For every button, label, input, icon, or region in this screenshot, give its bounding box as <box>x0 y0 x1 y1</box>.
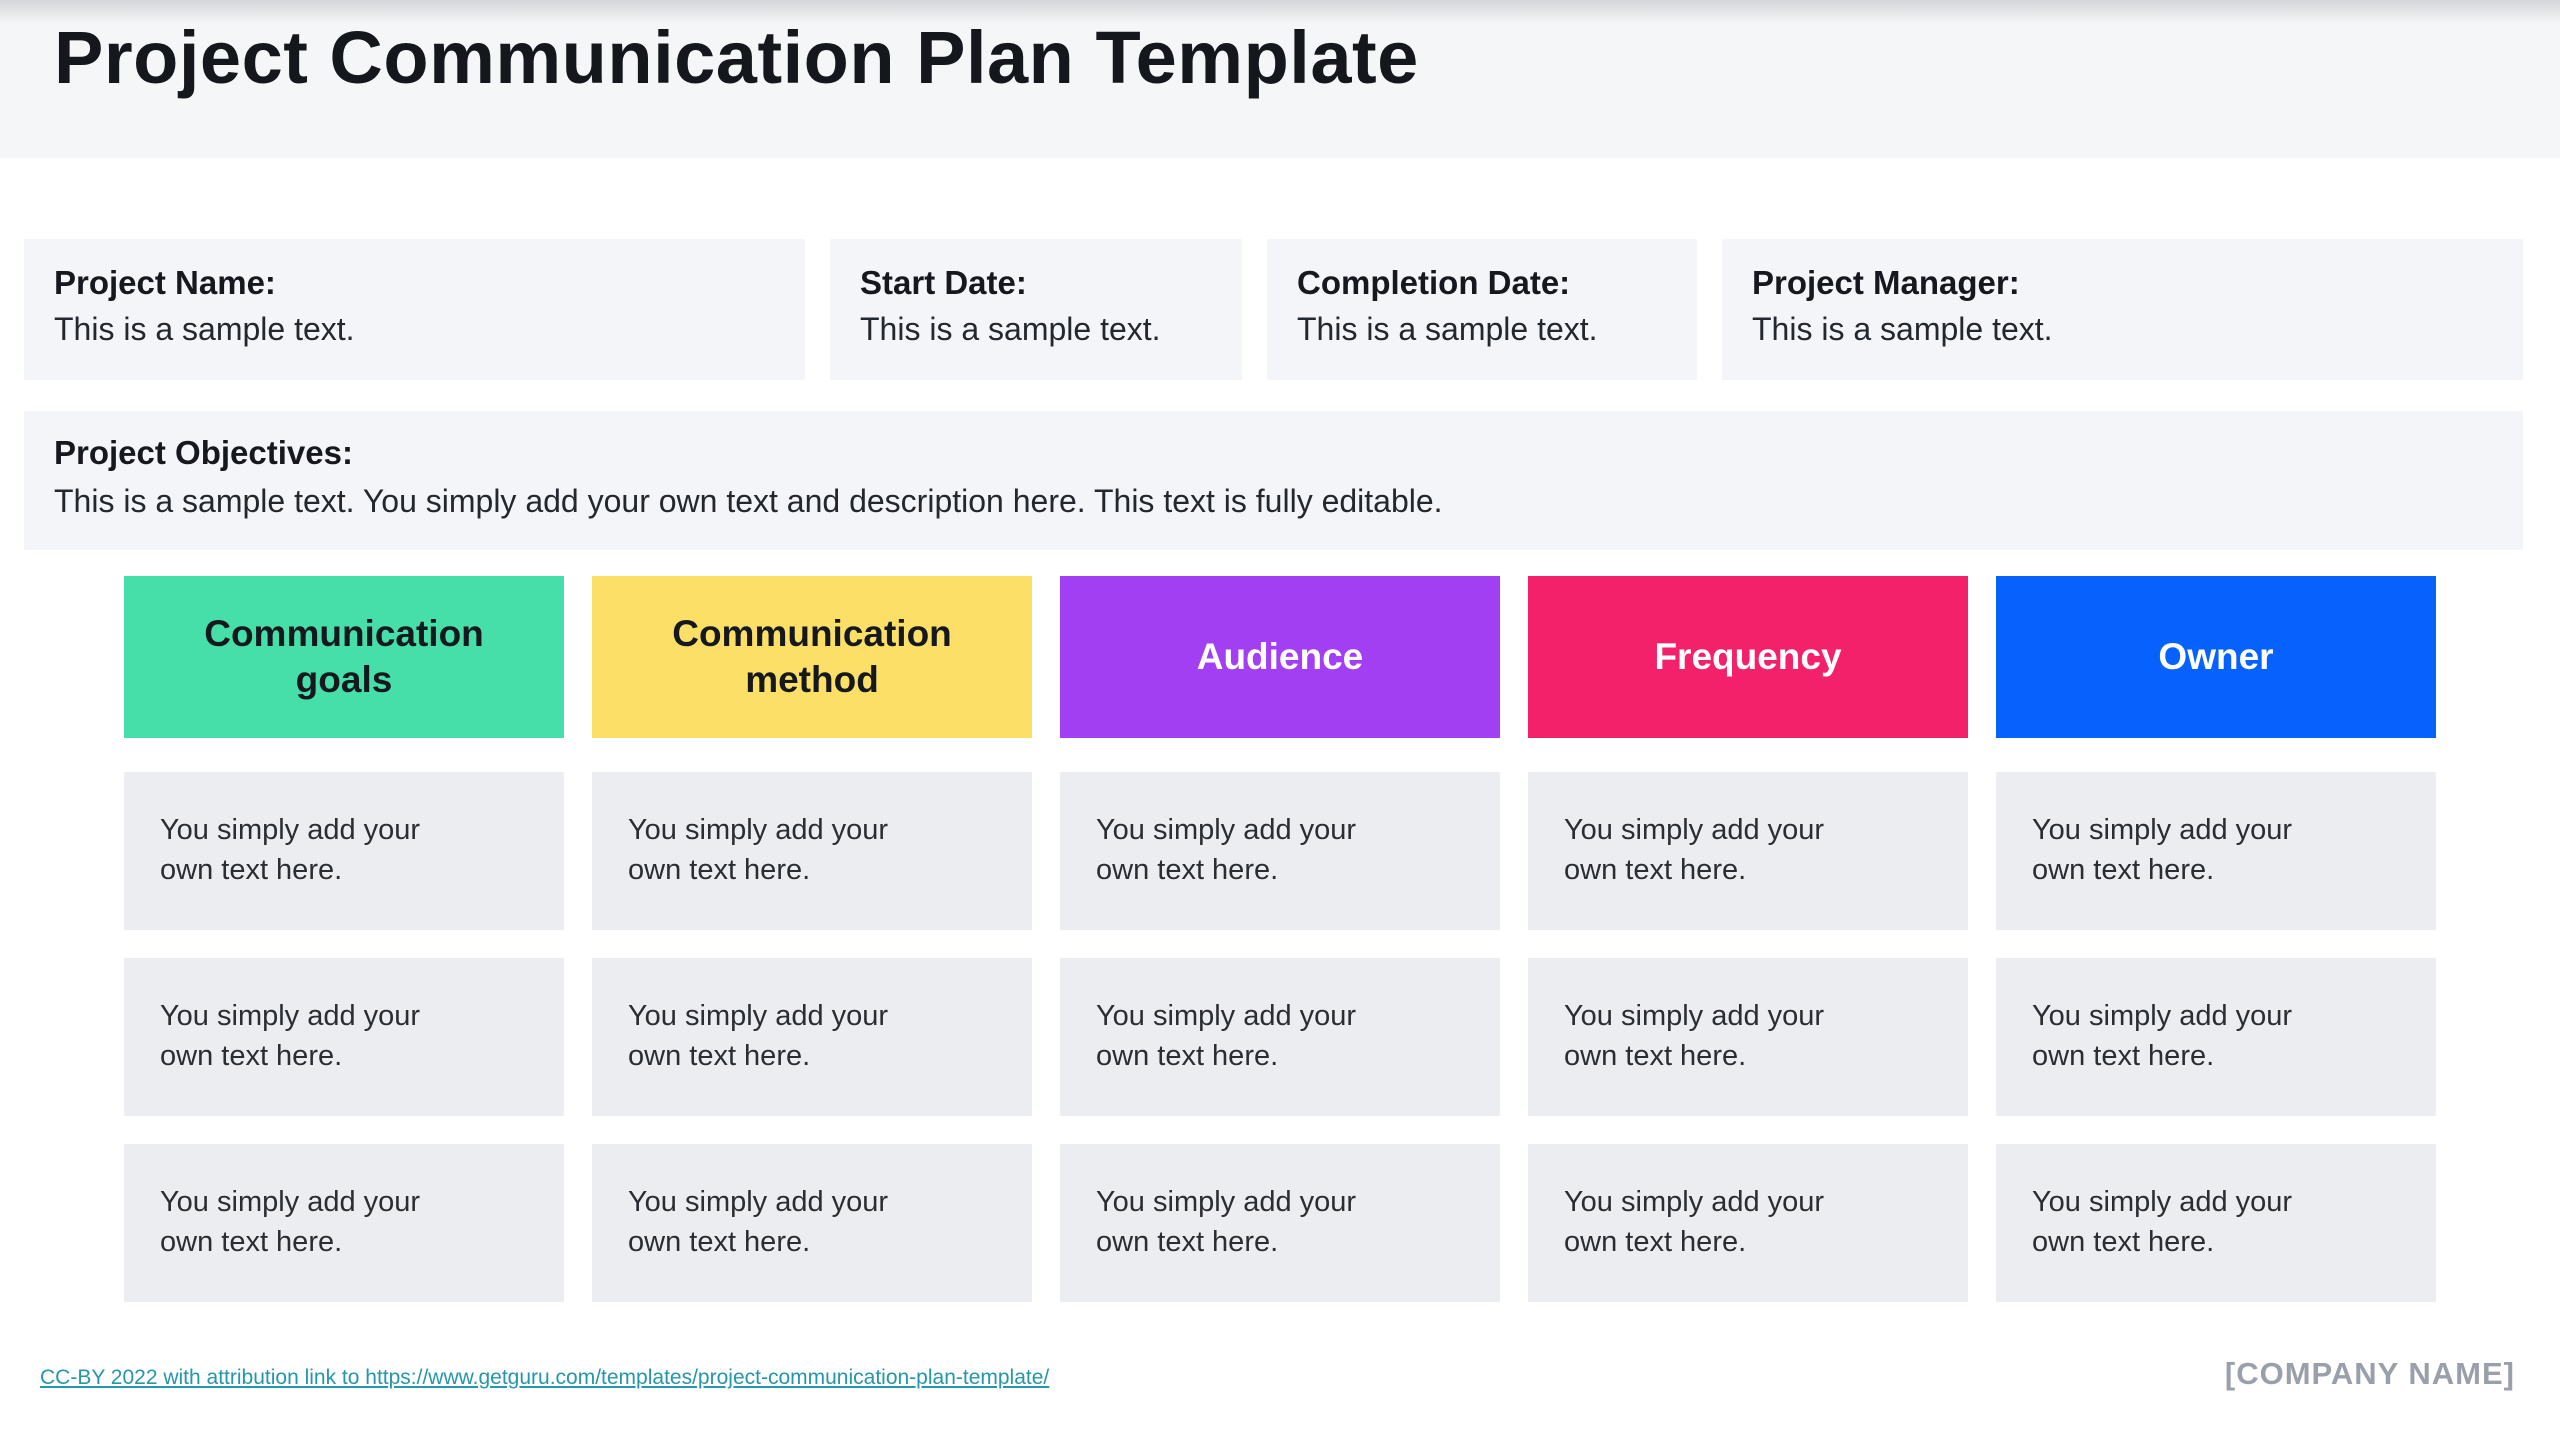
project-fields-row: Project Name: This is a sample text. Sta… <box>24 239 2523 380</box>
table-cell: You simply add your own text here. <box>1996 772 2436 930</box>
table-cell: You simply add your own text here. <box>124 772 564 930</box>
table-column: Audience You simply add your own text her… <box>1060 576 1500 1330</box>
table-cell-text: You simply add your own text here. <box>628 1000 889 1073</box>
objectives-label: Project Objectives: <box>54 434 353 471</box>
table-cell-text: You simply add your own text here. <box>160 1186 421 1259</box>
column-header-label: Audience <box>1196 635 1364 677</box>
table-cell-text: You simply add your own text here. <box>2032 1186 2293 1259</box>
field-label: Project Manager: <box>1752 264 2020 301</box>
table-cell-text: You simply add your own text here. <box>160 814 421 887</box>
communication-table: Communication goals You simply add your o… <box>124 576 2436 1330</box>
table-cell-text: You simply add your own text here. <box>2032 814 2293 887</box>
table-column: Frequency You simply add your own text he… <box>1528 576 1968 1330</box>
field-label: Completion Date: <box>1297 264 1571 301</box>
table-cell-text: You simply add your own text here. <box>1564 1000 1825 1073</box>
table-cell-text: You simply add your own text here. <box>2032 1000 2293 1073</box>
field-project-name: Project Name: This is a sample text. <box>24 239 805 380</box>
table-cell: You simply add your own text here. <box>592 1144 1032 1302</box>
field-start-date: Start Date: This is a sample text. <box>830 239 1242 380</box>
footer: CC-BY 2022 with attribution link to http… <box>0 1356 2560 1392</box>
table-cell-text: You simply add your own text here. <box>1096 1186 1357 1259</box>
column-header: Frequency <box>1528 576 1968 738</box>
table-column: Communication goals You simply add your o… <box>124 576 564 1330</box>
table-cell-text: You simply add your own text here. <box>1096 814 1357 887</box>
company-name: [COMPANY NAME] <box>2224 1356 2515 1391</box>
table-cell: You simply add your own text here. <box>1996 958 2436 1116</box>
table-cell-text: You simply add your own text here. <box>1564 814 1825 887</box>
column-header-label: Communication method <box>672 612 952 700</box>
attribution-link[interactable]: CC-BY 2022 with attribution link to http… <box>40 1366 1050 1389</box>
field-label: Start Date: <box>860 264 1027 301</box>
column-header: Owner <box>1996 576 2436 738</box>
table-column: Communication method You simply add your … <box>592 576 1032 1330</box>
table-cell-text: You simply add your own text here. <box>160 1000 421 1073</box>
column-header-label: Communication goals <box>204 612 484 700</box>
objectives-text: This is a sample text. You simply add yo… <box>54 483 1443 519</box>
field-value: This is a sample text. <box>54 311 355 347</box>
column-header-label: Frequency <box>1654 635 1842 677</box>
table-cell: You simply add your own text here. <box>592 772 1032 930</box>
column-header-label: Owner <box>2158 635 2274 677</box>
table-column: Owner You simply add your own text here. Y… <box>1996 576 2436 1330</box>
table-cell-text: You simply add your own text here. <box>628 814 889 887</box>
table-cell-text: You simply add your own text here. <box>1564 1186 1825 1259</box>
column-header: Communication method <box>592 576 1032 738</box>
table-cell-text: You simply add your own text here. <box>628 1186 889 1259</box>
table-cell: You simply add your own text here. <box>124 958 564 1116</box>
field-label: Project Name: <box>54 264 276 301</box>
table-cell: You simply add your own text here. <box>1528 1144 1968 1302</box>
table-cell: You simply add your own text here. <box>1528 958 1968 1116</box>
page-title: Project Communication Plan Template <box>54 15 1419 99</box>
table-cell: You simply add your own text here. <box>1996 1144 2436 1302</box>
field-project-manager: Project Manager: This is a sample text. <box>1722 239 2523 380</box>
field-value: This is a sample text. <box>860 311 1161 347</box>
title-band: Project Communication Plan Template <box>0 0 2560 158</box>
table-cell: You simply add your own text here. <box>592 958 1032 1116</box>
table-cell-text: You simply add your own text here. <box>1096 1000 1357 1073</box>
table-cell: You simply add your own text here. <box>124 1144 564 1302</box>
field-completion-date: Completion Date: This is a sample text. <box>1267 239 1697 380</box>
column-header: Audience <box>1060 576 1500 738</box>
field-value: This is a sample text. <box>1752 311 2053 347</box>
project-objectives-box: Project Objectives: This is a sample tex… <box>24 411 2523 550</box>
table-cell: You simply add your own text here. <box>1060 958 1500 1116</box>
table-cell: You simply add your own text here. <box>1060 1144 1500 1302</box>
field-value: This is a sample text. <box>1297 311 1598 347</box>
table-cell: You simply add your own text here. <box>1060 772 1500 930</box>
table-cell: You simply add your own text here. <box>1528 772 1968 930</box>
column-header: Communication goals <box>124 576 564 738</box>
